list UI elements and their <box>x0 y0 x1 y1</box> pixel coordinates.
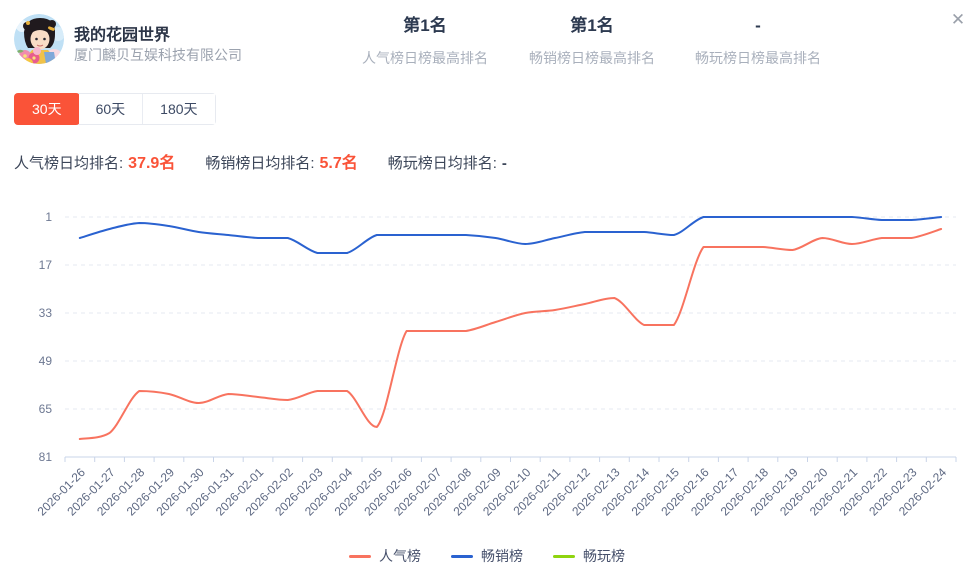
legend-swatch-playability <box>553 554 575 558</box>
app-avatar <box>14 14 64 64</box>
tab-180d[interactable]: 180天 <box>142 94 215 124</box>
y-axis-label: 65 <box>39 402 53 416</box>
summary-value: 5.7名 <box>319 155 358 172</box>
close-button[interactable]: ✕ <box>946 8 970 32</box>
tab-60d[interactable]: 60天 <box>78 94 143 124</box>
tab-30d[interactable]: 30天 <box>14 93 80 125</box>
stat-value: - <box>755 16 761 35</box>
legend-label: 人气榜 <box>379 548 421 564</box>
legend-item-bestseller[interactable]: 畅销榜 <box>451 546 523 566</box>
y-axis-label: 1 <box>45 210 52 224</box>
chart-area: 1 17 33 49 65 81 2026-01-26 2026-01-27 2026-01-2… <box>0 195 974 550</box>
summary-label: 人气榜日均排名: <box>14 155 124 172</box>
series-line-popularity <box>78 228 943 440</box>
stat-label: 人气榜日榜最高排名 <box>362 50 488 66</box>
y-axis-label: 81 <box>39 450 53 464</box>
company-name: 厦门麟贝互娱科技有限公司 <box>74 47 242 63</box>
stat-playability-best: - 畅玩榜日榜最高排名 <box>695 16 821 68</box>
legend-item-popularity[interactable]: 人气榜 <box>349 546 421 566</box>
avatar-illustration <box>14 14 64 64</box>
summary-bestseller-avg: 畅销榜日均排名: 5.7名 <box>205 149 357 173</box>
stat-bestseller-best: 第1名 畅销榜日榜最高排名 <box>529 16 655 68</box>
stat-label: 畅销榜日榜最高排名 <box>529 50 655 66</box>
summary-label: 畅玩榜日均排名: <box>387 155 497 172</box>
summary-playability-avg: 畅玩榜日均排名: - <box>388 152 507 173</box>
stat-label: 畅玩榜日榜最高排名 <box>695 50 821 66</box>
series-line-bestseller <box>78 216 943 254</box>
legend-label: 畅销榜 <box>481 548 523 564</box>
close-icon: ✕ <box>950 10 966 29</box>
rank-trend-chart: 117334965812026-01-262026-01-272026-01-2… <box>35 210 957 519</box>
legend-item-playability[interactable]: 畅玩榜 <box>553 546 625 566</box>
range-tabs: 30天 60天 180天 <box>14 93 216 125</box>
legend-label: 畅玩榜 <box>583 548 625 564</box>
legend-swatch-popularity <box>349 554 371 558</box>
y-axis-label: 49 <box>39 354 53 368</box>
y-axis-label: 33 <box>39 306 53 320</box>
summary-label: 畅销榜日均排名: <box>205 155 315 172</box>
y-axis-label: 17 <box>39 258 53 272</box>
stat-value: 第1名 <box>570 16 614 35</box>
page-title: 我的花园世界 <box>74 27 171 44</box>
legend-swatch-bestseller <box>451 554 473 558</box>
summary-popularity-avg: 人气榜日均排名: 37.9名 <box>14 149 175 173</box>
summary-value: - <box>501 155 507 172</box>
stat-popularity-best: 第1名 人气榜日榜最高排名 <box>362 16 488 68</box>
summary-row: 人气榜日均排名: 37.9名 畅销榜日均排名: 5.7名 畅玩榜日均排名: - <box>14 149 507 173</box>
chart-legend: 人气榜 畅销榜 畅玩榜 <box>0 546 974 566</box>
summary-value: 37.9名 <box>128 155 176 172</box>
stat-value: 第1名 <box>403 16 447 35</box>
